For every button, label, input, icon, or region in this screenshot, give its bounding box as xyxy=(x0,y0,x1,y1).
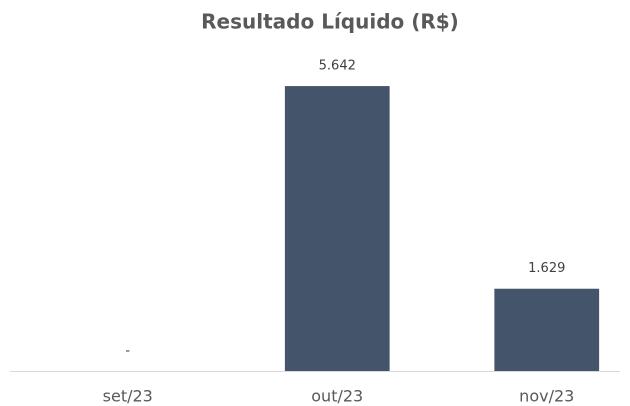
x-tick-label: nov/23 xyxy=(519,387,574,406)
data-label: 1.629 xyxy=(528,261,565,276)
data-label: - xyxy=(125,344,130,359)
bar xyxy=(284,86,390,371)
data-label: 5.642 xyxy=(319,59,356,74)
x-tick-label: out/23 xyxy=(311,387,363,406)
chart-title: Resultado Líquido (R$) xyxy=(201,10,459,34)
x-tick-label: set/23 xyxy=(103,387,153,406)
bar xyxy=(494,288,600,371)
